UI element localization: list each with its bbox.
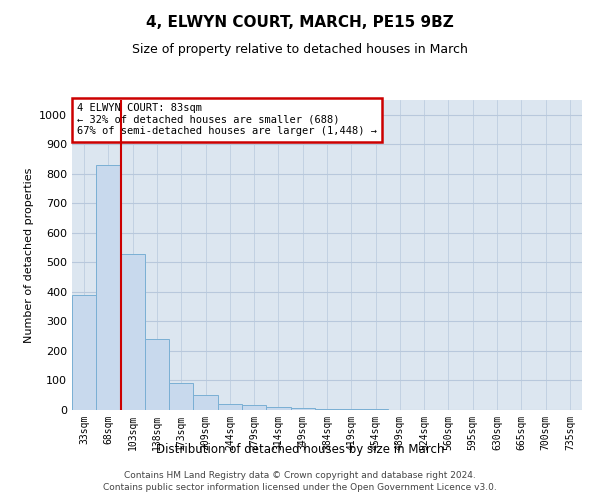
Y-axis label: Number of detached properties: Number of detached properties — [23, 168, 34, 342]
Bar — [290, 408, 315, 410]
Bar — [339, 409, 364, 410]
Bar — [315, 408, 339, 410]
Text: Contains public sector information licensed under the Open Government Licence v3: Contains public sector information licen… — [103, 484, 497, 492]
Bar — [218, 404, 242, 410]
Bar — [96, 165, 121, 410]
Text: 4, ELWYN COURT, MARCH, PE15 9BZ: 4, ELWYN COURT, MARCH, PE15 9BZ — [146, 15, 454, 30]
Text: Contains HM Land Registry data © Crown copyright and database right 2024.: Contains HM Land Registry data © Crown c… — [124, 471, 476, 480]
Bar — [266, 407, 290, 410]
Bar — [242, 406, 266, 410]
Text: 4 ELWYN COURT: 83sqm
← 32% of detached houses are smaller (688)
67% of semi-deta: 4 ELWYN COURT: 83sqm ← 32% of detached h… — [77, 103, 377, 136]
Bar — [72, 295, 96, 410]
Bar — [193, 395, 218, 410]
Text: Size of property relative to detached houses in March: Size of property relative to detached ho… — [132, 42, 468, 56]
Bar — [121, 254, 145, 410]
Bar — [169, 382, 193, 410]
Text: Distribution of detached houses by size in March: Distribution of detached houses by size … — [156, 442, 444, 456]
Bar — [145, 339, 169, 410]
